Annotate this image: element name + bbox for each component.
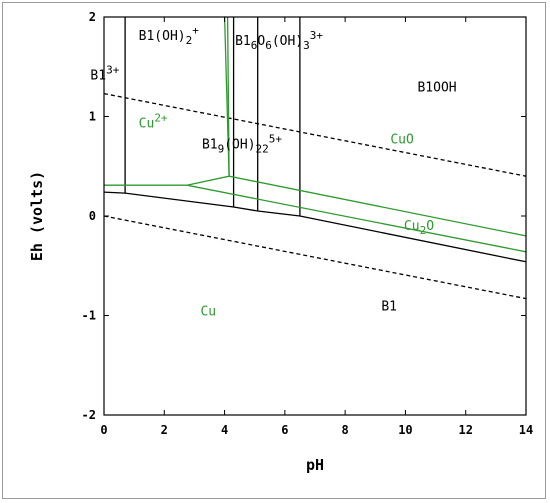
x-axis-title: pH — [306, 456, 324, 474]
region-labels: B1(OH)2+ B16O6(OH)33+ B13+ B1OOH Cu2+ CuO B19(… — [90, 24, 456, 320]
chart-frame — [2, 2, 546, 499]
plot-area — [103, 16, 527, 416]
boundary-line-2 — [103, 191, 527, 263]
x-tick-label: 6 — [281, 423, 288, 437]
boundary-line-0 — [103, 92, 527, 177]
boundary-line-10 — [226, 16, 230, 177]
region-label-6: B19(OH)225+ — [202, 132, 282, 155]
x-tick-label: 2 — [161, 423, 168, 437]
x-tick-label: 4 — [221, 423, 228, 437]
region-label-8: Cu — [200, 305, 216, 320]
boundary-lines — [103, 16, 527, 300]
region-label-1: B16O6(OH)33+ — [235, 29, 323, 52]
y-tick-label: -1 — [82, 309, 96, 323]
region-label-0: B1(OH)2+ — [139, 24, 200, 47]
y-tick-label: 2 — [89, 10, 96, 24]
x-tick-label: 10 — [398, 423, 412, 437]
boundary-line-1 — [103, 215, 527, 300]
region-label-3: B1OOH — [417, 81, 456, 96]
region-label-5: CuO — [390, 132, 414, 147]
x-tick-label: 12 — [458, 423, 472, 437]
region-label-9: B1 — [381, 300, 397, 315]
region-label-7: Cu2O — [404, 219, 434, 237]
region-label-4: Cu2+ — [139, 111, 168, 131]
x-tick-label: 8 — [342, 423, 349, 437]
y-tick-label: 1 — [89, 110, 96, 124]
x-tick-label: 14 — [519, 423, 533, 437]
x-tick-label: 0 — [100, 423, 107, 437]
region-label-2: B13+ — [90, 64, 119, 84]
y-tick-label: -2 — [82, 408, 96, 422]
y-tick-label: 0 — [89, 209, 96, 223]
y-axis-title: Eh (volts) — [28, 171, 46, 261]
